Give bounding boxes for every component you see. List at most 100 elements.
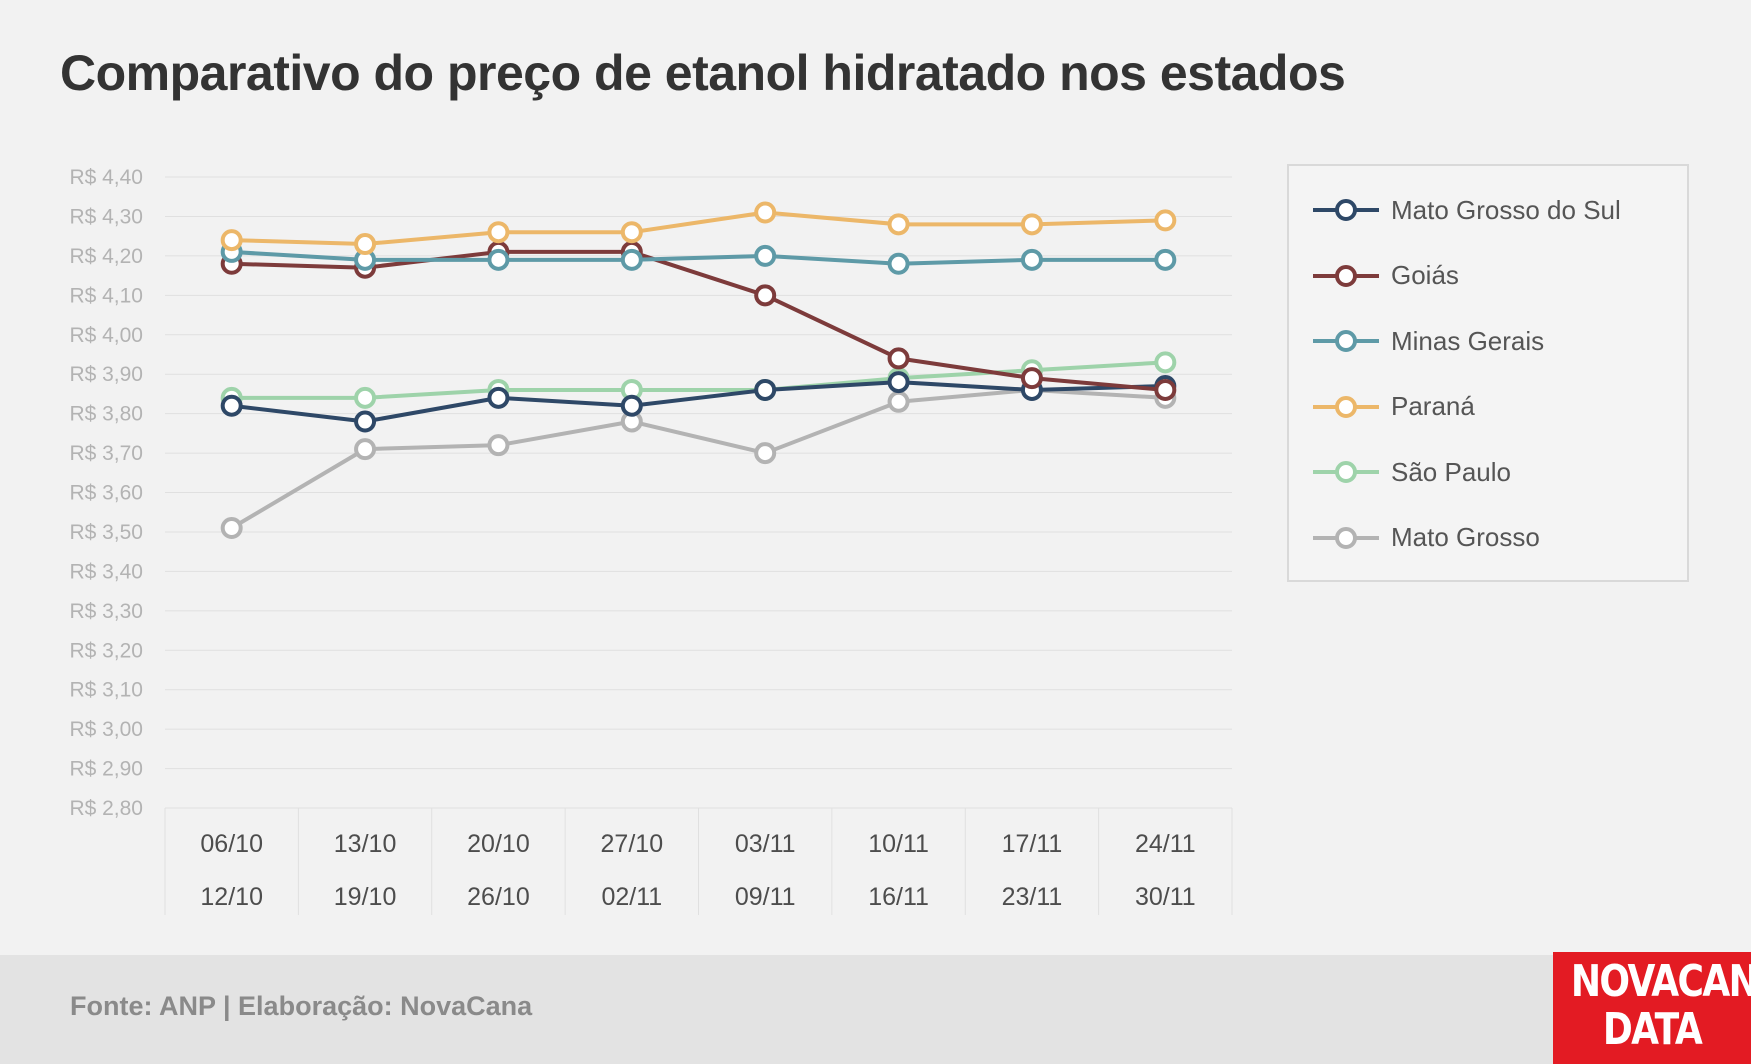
legend-label: Mato Grosso do Sul — [1391, 194, 1621, 225]
legend-swatch-icon — [1313, 264, 1379, 287]
data-point[interactable] — [620, 221, 643, 244]
series-minas-gerais — [220, 240, 1177, 275]
series-line — [231, 249, 1166, 266]
y-tick-label: R$ 3,30 — [69, 600, 143, 623]
data-point[interactable] — [887, 371, 910, 394]
data-point[interactable] — [487, 434, 510, 457]
data-point[interactable] — [1020, 248, 1043, 271]
data-point[interactable] — [1020, 367, 1043, 390]
series-lines — [220, 201, 1177, 539]
x-tick-label-start: 24/11 — [1135, 830, 1196, 858]
series-line — [231, 249, 1166, 392]
series-line — [230, 387, 1166, 530]
chart-title: Comparativo do preço de etanol hidratado… — [60, 45, 1346, 101]
data-point[interactable] — [1020, 213, 1043, 236]
legend-swatch-icon — [1313, 526, 1379, 549]
logo-line-1: NOVACANA — [1570, 956, 1751, 1007]
legend-label: Minas Gerais — [1391, 325, 1545, 356]
x-tick-label-end: 12/10 — [200, 883, 263, 911]
y-tick-label: R$ 4,20 — [69, 245, 143, 268]
x-tick-label-start: 27/10 — [601, 830, 664, 858]
x-tick-label-end: 09/11 — [735, 883, 796, 911]
legend-item-mato-grosso[interactable]: Mato Grosso — [1311, 518, 1540, 558]
legend-swatch-icon — [1313, 199, 1379, 221]
x-tick-label-end: 19/10 — [334, 883, 397, 911]
legend-swatch-icon — [1313, 330, 1379, 352]
x-tick-label-end: 16/11 — [868, 883, 929, 911]
source-credit: Fonte: ANP | Elaboração: NovaCana — [70, 991, 533, 1021]
novacana-data-logo: NOVACANA DATA — [1553, 952, 1751, 1064]
data-point[interactable] — [887, 252, 910, 275]
data-point[interactable] — [754, 201, 777, 224]
x-tick-label-start: 17/11 — [1002, 830, 1063, 858]
footer: Fonte: ANP | Elaboração: NovaCana — [0, 955, 1751, 1064]
legend-item-minas-gerais[interactable]: Minas Gerais — [1311, 321, 1544, 361]
legend-label: Mato Grosso — [1391, 522, 1540, 552]
x-tick-label-start: 13/10 — [334, 830, 397, 858]
legend-item-goias[interactable]: Goiás — [1311, 256, 1459, 296]
series-line — [231, 360, 1166, 400]
data-point[interactable] — [887, 347, 910, 370]
series-mato-grosso — [220, 378, 1177, 539]
data-point[interactable] — [487, 248, 510, 271]
x-tick-label-start: 10/11 — [868, 830, 929, 858]
data-point[interactable] — [620, 248, 643, 271]
data-point[interactable] — [220, 229, 243, 252]
legend-item-parana[interactable]: Paraná — [1311, 387, 1475, 427]
legend-item-mato-grosso-do-sul[interactable]: Mato Grosso do Sul — [1311, 190, 1621, 230]
data-point[interactable] — [1154, 378, 1177, 401]
x-tick-label-end: 30/11 — [1135, 883, 1196, 911]
data-point[interactable] — [354, 410, 377, 433]
data-point[interactable] — [487, 386, 510, 409]
logo-line-2: DATA — [1602, 1004, 1703, 1055]
data-point[interactable] — [354, 438, 377, 461]
y-tick-label: R$ 3,40 — [69, 560, 143, 583]
y-tick-label: R$ 3,90 — [69, 363, 143, 386]
y-tick-label: R$ 2,90 — [69, 758, 143, 781]
line-chart: R$ 4,40 R$ 4,30 R$ 4,20 R$ 4,10 R$ 4,00 R$ 3,… — [69, 166, 1233, 915]
y-tick-label: R$ 3,10 — [69, 679, 143, 702]
y-tick-label: R$ 4,40 — [69, 166, 143, 189]
grid-lines — [165, 176, 1232, 809]
data-point[interactable] — [754, 244, 777, 267]
data-point[interactable] — [754, 442, 777, 465]
y-axis-tick-labels: R$ 4,40 R$ 4,30 R$ 4,20 R$ 4,10 R$ 4,00 R$ 3,… — [69, 166, 143, 820]
data-point[interactable] — [1154, 351, 1177, 374]
data-point[interactable] — [220, 394, 243, 417]
data-point[interactable] — [354, 233, 377, 256]
data-point[interactable] — [1154, 209, 1177, 232]
x-tick-label-start: 06/10 — [200, 830, 263, 858]
legend-item-sao-paulo[interactable]: São Paulo — [1311, 452, 1511, 492]
x-tick-label-start: 03/11 — [735, 830, 796, 858]
y-tick-label: R$ 4,00 — [69, 324, 143, 347]
data-point[interactable] — [354, 386, 377, 409]
y-tick-label: R$ 4,10 — [69, 284, 143, 307]
legend-label: Paraná — [1391, 391, 1475, 421]
y-tick-label: R$ 2,80 — [69, 797, 143, 820]
y-tick-label: R$ 3,00 — [69, 718, 143, 741]
x-tick-label-start: 20/10 — [467, 830, 530, 858]
series-parana — [220, 201, 1177, 256]
data-point[interactable] — [887, 390, 910, 413]
data-point[interactable] — [754, 284, 777, 307]
y-tick-label: R$ 3,60 — [69, 482, 143, 505]
legend: Mato Grosso do Sul Goiás Minas Gerais Paran… — [1287, 164, 1689, 582]
legend-label: Goiás — [1391, 260, 1459, 290]
y-tick-label: R$ 3,70 — [69, 442, 143, 465]
y-tick-label: R$ 4,30 — [69, 205, 143, 228]
data-point[interactable] — [220, 516, 243, 539]
data-point[interactable] — [1154, 248, 1177, 271]
data-point[interactable] — [754, 378, 777, 401]
data-point[interactable] — [487, 221, 510, 244]
y-tick-label: R$ 3,80 — [69, 403, 143, 426]
series-line — [231, 380, 1166, 424]
legend-label: São Paulo — [1391, 456, 1511, 487]
y-tick-label: R$ 3,20 — [69, 639, 143, 662]
x-tick-label-end: 23/11 — [1002, 883, 1063, 911]
series-line — [231, 210, 1166, 247]
legend-swatch-icon — [1313, 395, 1379, 418]
data-point[interactable] — [887, 213, 910, 236]
legend-swatch-icon — [1313, 461, 1379, 483]
x-tick-label-end: 02/11 — [601, 883, 662, 911]
data-point[interactable] — [620, 394, 643, 417]
